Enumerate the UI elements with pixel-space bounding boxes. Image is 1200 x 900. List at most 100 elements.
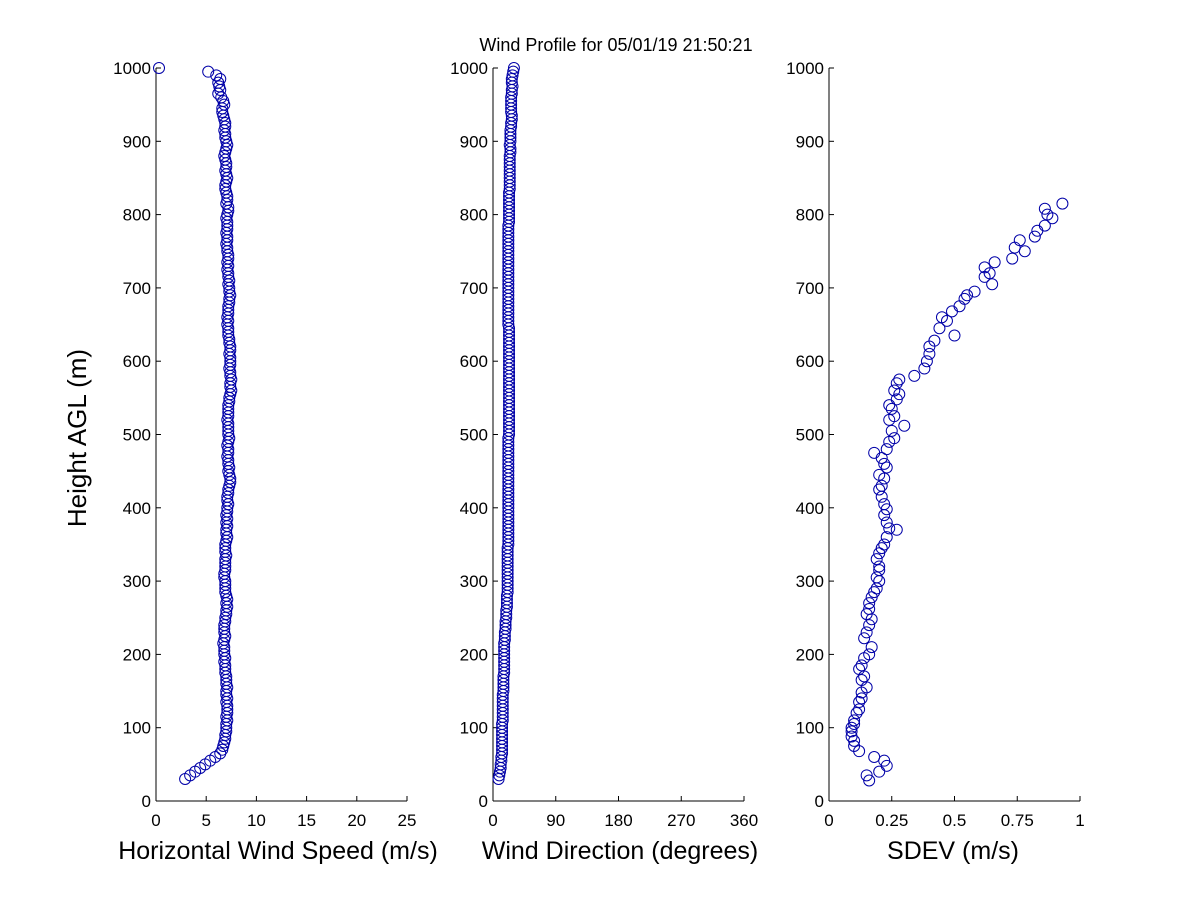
- y-tick-label: 900: [123, 132, 151, 151]
- y-tick-label: 100: [460, 719, 488, 738]
- data-point: [845, 725, 858, 738]
- y-axis-label: Height AGL (m): [62, 349, 92, 527]
- y-tick-label: 300: [123, 572, 151, 591]
- x-tick-label: 5: [201, 811, 210, 830]
- data-point: [492, 773, 505, 786]
- data-point: [853, 703, 866, 716]
- y-tick-label: 700: [796, 279, 824, 298]
- data-point: [855, 692, 868, 705]
- data-point: [873, 483, 886, 496]
- data-point: [945, 305, 958, 318]
- data-point: [878, 538, 891, 551]
- y-tick-label: 0: [815, 792, 824, 811]
- data-point: [860, 626, 873, 639]
- data-point: [873, 765, 886, 778]
- data-point: [883, 435, 896, 448]
- data-point: [880, 531, 893, 544]
- y-tick-label: 1000: [450, 59, 488, 78]
- x-tick-label: 0.5: [943, 811, 967, 830]
- x-tick-label: 0.75: [1001, 811, 1034, 830]
- y-tick-label: 1000: [786, 59, 824, 78]
- y-tick-label: 400: [796, 499, 824, 518]
- data-point: [179, 773, 192, 786]
- data-point: [850, 707, 863, 720]
- data-point: [890, 523, 903, 536]
- x-tick-label: 90: [546, 811, 565, 830]
- data-point: [858, 652, 871, 665]
- data-point: [948, 329, 961, 342]
- x-tick-label: 360: [730, 811, 758, 830]
- data-point: [875, 490, 888, 503]
- data-point: [880, 443, 893, 456]
- y-tick-label: 100: [123, 719, 151, 738]
- data-point: [988, 256, 1001, 269]
- data-point: [890, 393, 903, 406]
- x-tick-label: 20: [347, 811, 366, 830]
- x-tick-label: 0: [488, 811, 497, 830]
- data-point: [885, 402, 898, 415]
- y-tick-label: 400: [460, 499, 488, 518]
- data-point: [1038, 202, 1051, 215]
- y-tick-label: 0: [479, 792, 488, 811]
- x-tick-label: 0.25: [875, 811, 908, 830]
- data-point: [893, 373, 906, 386]
- panel-2: 0 100 200 300 400 500 600 700 800 900 1000 0 90 180 27…: [450, 59, 758, 865]
- x-tick-label: 15: [297, 811, 316, 830]
- data-point: [865, 591, 878, 604]
- data-point: [848, 734, 861, 747]
- y-tick-label: 700: [123, 279, 151, 298]
- y-tick-label: 800: [796, 206, 824, 225]
- y-tick-label: 600: [123, 352, 151, 371]
- data-point: [1006, 252, 1019, 265]
- data-point: [848, 718, 861, 731]
- y-tick-label: 400: [123, 499, 151, 518]
- y-tick-label: 200: [796, 645, 824, 664]
- data-point: [918, 362, 931, 375]
- data-point: [1028, 230, 1041, 243]
- data-point: [878, 509, 891, 522]
- data-point: [853, 745, 866, 758]
- data-point: [878, 472, 891, 485]
- y-tick-label: 0: [142, 792, 151, 811]
- data-point: [898, 419, 911, 432]
- x-axis-label: Horizontal Wind Speed (m/s): [118, 837, 438, 865]
- data-point: [968, 285, 981, 298]
- data-point: [961, 289, 974, 302]
- x-axis-label: Wind Direction (degrees): [482, 837, 759, 865]
- y-tick-label: 600: [796, 352, 824, 371]
- y-tick-label: 500: [123, 426, 151, 445]
- data-point: [858, 632, 871, 645]
- data-point: [933, 322, 946, 335]
- x-tick-label: 0: [824, 811, 833, 830]
- y-tick-label: 500: [796, 426, 824, 445]
- data-point: [890, 377, 903, 390]
- data-point: [940, 314, 953, 327]
- data-point: [863, 597, 876, 610]
- y-tick-label: 200: [123, 645, 151, 664]
- data-point: [848, 714, 861, 727]
- data-point: [873, 547, 886, 560]
- data-point: [1046, 212, 1059, 225]
- data-point: [885, 424, 898, 437]
- panel-3: 0 100 200 300 400 500 600 700 800 900 1000 0 0.25 0.5…: [786, 59, 1085, 865]
- y-tick-label: 900: [796, 132, 824, 151]
- data-point: [863, 619, 876, 632]
- y-tick-label: 800: [123, 206, 151, 225]
- data-point: [855, 659, 868, 672]
- data-point: [493, 769, 506, 782]
- data-point: [883, 399, 896, 412]
- data-point: [855, 686, 868, 699]
- data-point: [865, 641, 878, 654]
- y-tick-label: 100: [796, 719, 824, 738]
- data-point: [986, 278, 999, 291]
- data-point: [883, 522, 896, 535]
- y-tick-label: 500: [460, 426, 488, 445]
- data-point: [493, 765, 506, 778]
- data-point: [908, 369, 921, 382]
- x-tick-label: 270: [667, 811, 695, 830]
- x-tick-label: 10: [247, 811, 266, 830]
- y-tick-label: 800: [460, 206, 488, 225]
- data-point: [880, 503, 893, 516]
